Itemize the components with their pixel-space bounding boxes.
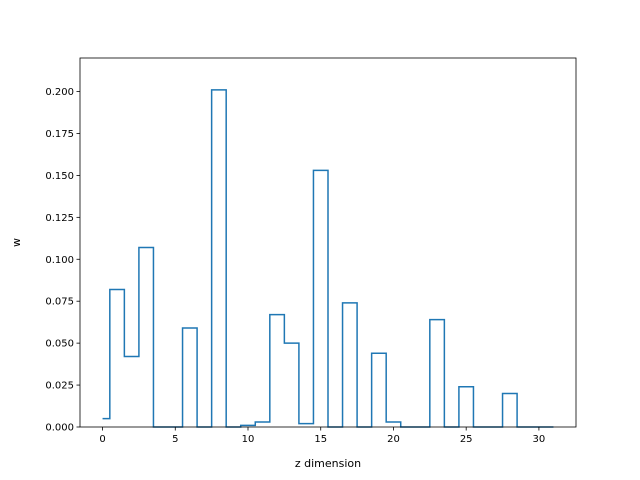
x-tick-label: 15 [314, 434, 327, 445]
y-tick-label: 0.200 [45, 87, 74, 98]
x-tick-label: 5 [172, 434, 178, 445]
y-tick-label: 0.000 [45, 423, 74, 434]
x-tick-label: 10 [242, 434, 255, 445]
y-tick-label: 0.050 [45, 339, 74, 350]
y-tick-label: 0.100 [45, 255, 74, 266]
x-tick-label: 20 [387, 434, 400, 445]
y-tick-label: 0.025 [45, 381, 74, 392]
y-tick-label: 0.075 [45, 297, 74, 308]
y-tick-label: 0.150 [45, 171, 74, 182]
x-tick-label: 25 [460, 434, 473, 445]
y-axis-ticks: 0.000 0.025 0.050 0.075 0.100 0.125 0.150 0.175… [45, 87, 80, 434]
x-axis-ticks: 0 5 10 15 20 25 30 [99, 427, 545, 445]
y-tick-label: 0.175 [45, 129, 74, 140]
x-axis-label: z dimension [295, 457, 361, 470]
y-tick-label: 0.125 [45, 213, 74, 224]
series-line-w [102, 89, 554, 428]
y-axis-label: w [10, 238, 23, 247]
x-tick-label: 30 [533, 434, 546, 445]
axes-frame [79, 57, 577, 428]
x-tick-label: 0 [99, 434, 105, 445]
